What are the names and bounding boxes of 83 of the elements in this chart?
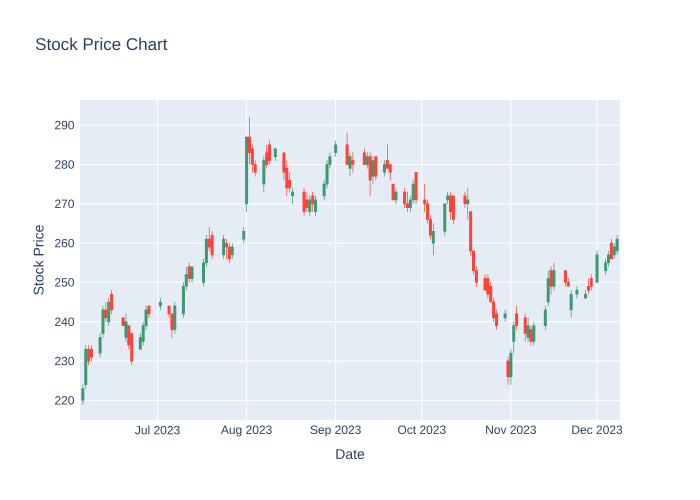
candlestick <box>242 227 246 244</box>
candlestick <box>526 317 530 342</box>
y-tick-label: 260 <box>55 238 74 248</box>
y-tick-label: 290 <box>55 120 74 130</box>
y-tick-label: 280 <box>55 160 74 169</box>
candlestick <box>314 196 318 216</box>
candlestick <box>532 321 536 346</box>
candlestick <box>544 306 547 330</box>
candlestick <box>245 136 248 212</box>
x-axis-title: Date <box>336 449 364 460</box>
y-tick-label: 220 <box>55 396 74 405</box>
candlestick <box>586 278 590 295</box>
candlestick <box>262 156 266 192</box>
candlestick <box>346 132 349 165</box>
y-tick-label: 230 <box>55 356 74 366</box>
candlestick <box>291 188 294 204</box>
candlestick <box>158 298 162 310</box>
candlestick <box>173 302 176 334</box>
candlestick <box>374 156 378 181</box>
x-tick-label: Sep 2023 <box>310 426 361 436</box>
y-tick-label: 240 <box>55 317 74 326</box>
candlestick <box>414 172 418 204</box>
y-tick-label: 270 <box>55 200 74 208</box>
candlestick <box>268 140 272 165</box>
candlestick <box>334 140 338 157</box>
candlestick <box>90 344 93 362</box>
candlestick <box>564 270 567 287</box>
candlestick <box>368 152 372 196</box>
candlestick <box>122 317 125 326</box>
candlestick <box>394 188 398 204</box>
candlestick <box>308 196 312 216</box>
candlestick <box>302 188 306 216</box>
candlestick <box>210 230 214 260</box>
candlestick <box>506 356 510 385</box>
x-tick-label: Dec 2023 <box>572 426 622 434</box>
candlestick <box>188 262 191 283</box>
candlestick <box>529 325 532 346</box>
candlestick <box>392 184 395 200</box>
candlestick <box>107 298 110 326</box>
candlestick <box>575 286 578 298</box>
candlestick <box>524 314 527 342</box>
candlestick <box>351 152 354 173</box>
candlestick <box>546 270 550 306</box>
candlestick <box>403 188 406 208</box>
candlestick <box>348 152 352 177</box>
candlestick <box>616 234 619 256</box>
candlestick <box>230 242 234 260</box>
candlestick <box>87 344 90 366</box>
x-tick-label: Oct 2023 <box>398 426 446 434</box>
candlestick <box>366 152 369 169</box>
candlestick <box>147 306 150 318</box>
candlestick <box>486 274 490 298</box>
candlestick <box>550 266 553 295</box>
candlestick <box>452 196 455 224</box>
candlestick <box>224 238 228 260</box>
candlestick <box>515 306 518 330</box>
candlestick <box>311 192 314 212</box>
candlestick <box>432 223 435 256</box>
candlestick <box>274 148 277 161</box>
candlestick <box>265 144 268 169</box>
candlestick <box>124 314 128 342</box>
y-tick-label: 250 <box>55 278 74 287</box>
candlestick <box>596 250 599 283</box>
chart-title: Stock Price Chart <box>36 38 168 50</box>
candlestick <box>463 192 466 208</box>
candlestick <box>222 234 226 260</box>
y-axis-title: Stock Price <box>33 225 44 295</box>
candlestick <box>584 290 588 298</box>
x-tick-label: Jul 2023 <box>135 426 180 434</box>
candlestick <box>190 266 194 283</box>
candlestick <box>610 238 613 260</box>
candlestick <box>449 192 452 220</box>
x-tick-label: Aug 2023 <box>220 426 272 436</box>
candlestick <box>305 192 308 212</box>
candlestick <box>406 192 409 212</box>
candlestick <box>371 156 374 184</box>
candlestick <box>382 160 386 177</box>
candlestick <box>570 290 573 318</box>
candlestick <box>504 310 507 322</box>
x-tick-label: Nov 2023 <box>486 426 536 434</box>
candlestick <box>110 290 114 314</box>
candlestick <box>590 274 593 291</box>
candlestick <box>552 262 556 291</box>
